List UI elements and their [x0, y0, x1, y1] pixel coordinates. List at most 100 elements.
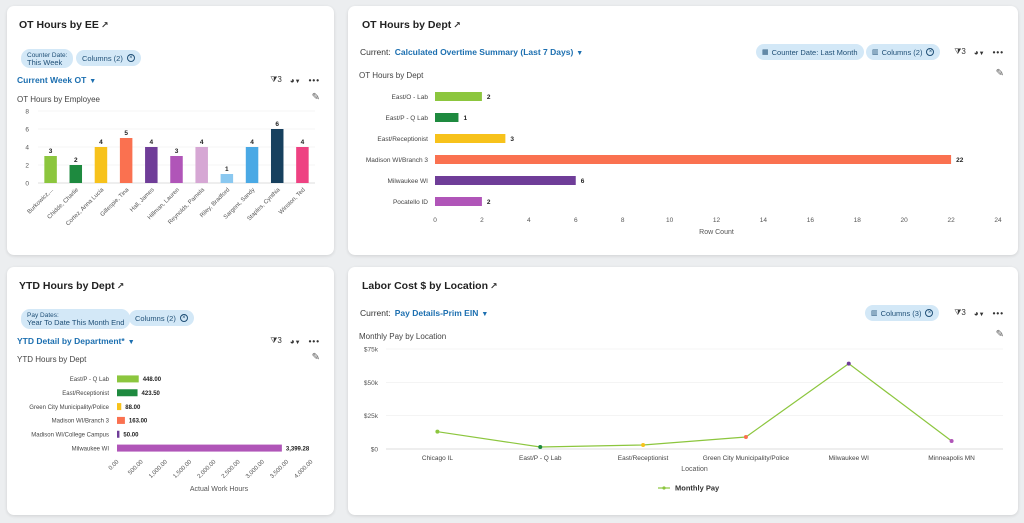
bar	[296, 147, 309, 183]
filter-button[interactable]: ⧩3	[270, 75, 282, 85]
more-options-icon[interactable]: •••	[992, 308, 1004, 318]
x-tick-label: 2,000.00	[197, 459, 218, 480]
ot-hours-by-ee-card: OT Hours by EE ↗ Counter Date: This Week …	[7, 6, 334, 255]
filter-icon[interactable]: ⧩	[270, 336, 278, 345]
filter-count: 3	[961, 308, 966, 317]
view-name[interactable]: Current Week OT	[17, 75, 87, 85]
view-selector[interactable]: Current: Pay Details-Prim EIN ▼	[360, 308, 488, 318]
chart-type-button[interactable]: ◕▼	[974, 309, 985, 318]
y-tick-label: $25k	[364, 413, 379, 420]
pill-label: Counter Date: Last Month	[771, 47, 858, 57]
chart-type-button[interactable]: ◕▼	[974, 48, 985, 57]
card-title[interactable]: YTD Hours by Dept ↗	[19, 280, 124, 292]
ot-hours-by-dept-card: OT Hours by Dept ↗ Current: Calculated Ove…	[348, 6, 1018, 255]
more-options-icon[interactable]: •••	[308, 336, 320, 346]
columns-pill[interactable]: Columns (2) ×	[129, 310, 194, 326]
bar	[220, 174, 234, 183]
counter-date-pill[interactable]: ▦ Counter Date: Last Month	[756, 44, 864, 60]
chart-type-button[interactable]: ◕▼	[290, 337, 301, 346]
columns-pill[interactable]: ▥ Columns (2) ×	[866, 44, 941, 60]
close-icon[interactable]: ×	[179, 314, 188, 322]
edit-pencil-icon[interactable]: ✎	[995, 329, 1004, 340]
x-tick-label: East/Receptionist	[618, 455, 669, 462]
card-title-text[interactable]: OT Hours by EE	[19, 19, 99, 31]
close-icon[interactable]: ×	[126, 54, 135, 62]
card-title[interactable]: OT Hours by Dept ↗	[362, 19, 461, 31]
edit-pencil-icon[interactable]: ✎	[311, 352, 320, 363]
x-tick-label: 8	[621, 217, 625, 224]
bar-value-label: 22	[956, 157, 964, 164]
x-tick-label: Minneapolis MN	[928, 455, 975, 462]
more-options-icon[interactable]: •••	[308, 75, 320, 85]
view-name[interactable]: Pay Details-Prim EIN	[394, 308, 479, 318]
chevron-down-icon[interactable]: ▼	[481, 311, 489, 318]
bar-value-label: 163.00	[129, 419, 148, 425]
pie-chart-icon[interactable]: ◕	[973, 47, 979, 57]
bar	[117, 416, 125, 424]
chevron-down-icon[interactable]: ▼	[294, 78, 301, 85]
x-tick-label: 1,500.00	[172, 459, 193, 480]
view-name[interactable]: Calculated Overtime Summary (Last 7 Days…	[394, 47, 574, 57]
filter-icon[interactable]: ⧩	[270, 75, 278, 84]
ytd-hours-by-dept-card: YTD Hours by Dept ↗ Pay Dates: Year To Da…	[7, 267, 334, 515]
bar	[435, 197, 482, 206]
monthly-pay-by-location-chart: $0 $25k $50k $75k Chicago IL East/P - Q Lab Ea…	[364, 347, 1003, 493]
view-name[interactable]: YTD Detail by Department*	[17, 336, 125, 346]
bar-value-label: 3,399.28	[286, 446, 310, 452]
counter-date-pill[interactable]: Counter Date: This Week	[21, 49, 74, 68]
card-title-text[interactable]: Labor Cost $ by Location	[362, 280, 489, 292]
y-tick-label: Madison WI/Branch 3	[366, 157, 429, 164]
pie-chart-icon[interactable]: ◕	[289, 336, 295, 346]
card-title[interactable]: OT Hours by EE ↗	[19, 19, 108, 31]
bar-value-label: 6	[581, 178, 585, 185]
external-link-icon[interactable]: ↗	[490, 281, 498, 291]
x-tick-label: 16	[807, 217, 815, 224]
more-options-icon[interactable]: •••	[992, 47, 1004, 57]
chevron-down-icon[interactable]: ▼	[127, 339, 135, 346]
filter-button[interactable]: ⧩3	[270, 336, 282, 346]
chevron-down-icon[interactable]: ▼	[978, 50, 985, 57]
bar	[435, 134, 506, 143]
view-selector[interactable]: Current Week OT ▼	[17, 75, 96, 85]
y-tick-label: East/P - Q Lab	[70, 377, 110, 383]
x-tick-label: 24	[994, 217, 1002, 224]
bar-value-label: 6	[275, 121, 279, 128]
filter-button[interactable]: ⧩3	[954, 308, 966, 318]
close-icon[interactable]: ×	[926, 48, 935, 56]
chart-type-button[interactable]: ◕▼	[290, 76, 301, 85]
filter-icon[interactable]: ⧩	[954, 308, 962, 317]
external-link-icon[interactable]: ↗	[116, 281, 125, 291]
view-selector[interactable]: Current: Calculated Overtime Summary (Las…	[360, 47, 583, 57]
columns-pill[interactable]: Columns (2) ×	[76, 50, 141, 66]
pill-value: Year To Date This Month End	[27, 318, 125, 327]
chevron-down-icon[interactable]: ▼	[576, 50, 584, 57]
close-icon[interactable]: ×	[925, 309, 934, 317]
filter-icon[interactable]: ⧩	[954, 47, 962, 56]
chevron-down-icon[interactable]: ▼	[294, 339, 301, 346]
y-tick-label: 2	[25, 163, 29, 170]
chevron-down-icon[interactable]: ▼	[89, 78, 97, 85]
filter-button[interactable]: ⧩3	[954, 47, 966, 57]
pay-dates-pill[interactable]: Pay Dates: Year To Date This Month End	[21, 309, 131, 329]
card-title-text[interactable]: OT Hours by Dept	[362, 19, 452, 31]
bar-value-label: 423.50	[142, 391, 161, 397]
y-tick-label: $75k	[364, 347, 379, 354]
bar-value-label: 3	[510, 136, 514, 143]
pie-chart-icon[interactable]: ◕	[289, 75, 295, 85]
card-title-text[interactable]: YTD Hours by Dept	[19, 280, 115, 292]
external-link-icon[interactable]: ↗	[453, 20, 461, 30]
bar-value-label: 4	[200, 139, 204, 146]
chevron-down-icon[interactable]: ▼	[978, 311, 985, 318]
pie-chart-icon[interactable]: ◕	[973, 308, 979, 318]
calendar-icon: ▦	[762, 49, 769, 56]
bar-value-label: 50.00	[123, 433, 139, 439]
data-point	[743, 435, 748, 439]
bar-value-label: 4	[99, 139, 103, 146]
edit-pencil-icon[interactable]: ✎	[995, 68, 1004, 79]
bar-value-label: 4	[301, 139, 305, 146]
external-link-icon[interactable]: ↗	[100, 20, 109, 30]
columns-pill[interactable]: ▥ Columns (3) ×	[865, 305, 940, 321]
view-selector[interactable]: YTD Detail by Department* ▼	[17, 336, 135, 346]
card-title[interactable]: Labor Cost $ by Location ↗	[362, 280, 498, 292]
edit-pencil-icon[interactable]: ✎	[311, 92, 320, 103]
